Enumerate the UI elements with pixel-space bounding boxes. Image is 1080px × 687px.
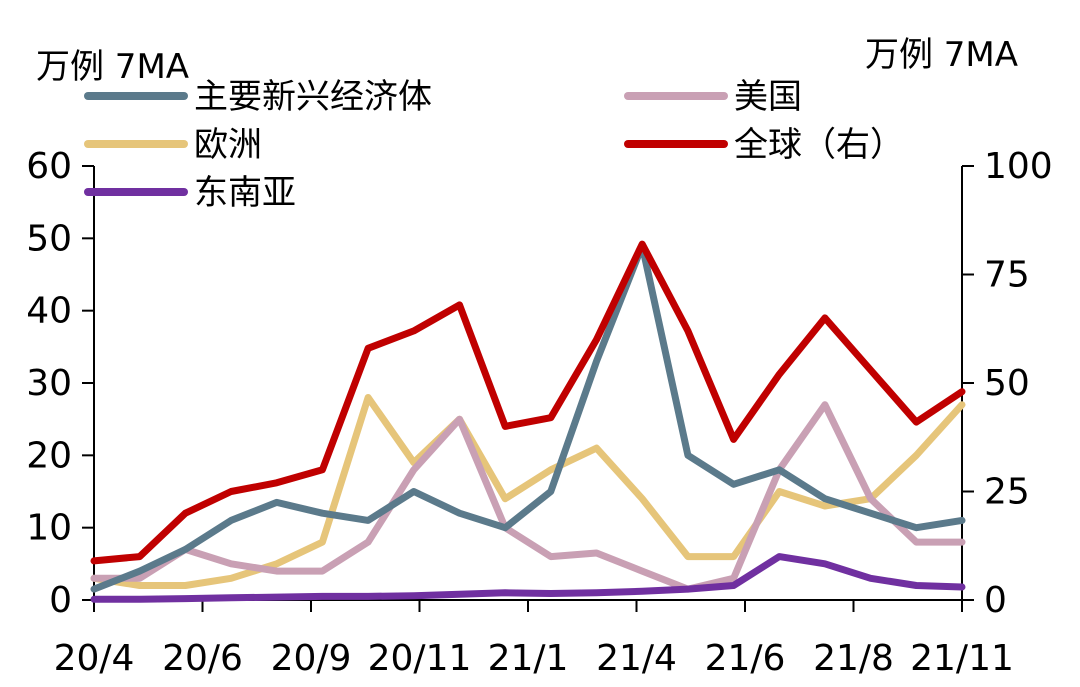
series-line-4 bbox=[90, 553, 966, 603]
right-tick-label: 100 bbox=[984, 146, 1053, 187]
x-tick-label: 21/6 bbox=[705, 638, 786, 679]
right-tick-label: 50 bbox=[984, 363, 1030, 404]
legend-entry-4: 东南亚 bbox=[84, 173, 296, 213]
series-layer bbox=[90, 240, 966, 603]
legend-label: 全球（右） bbox=[734, 125, 904, 165]
right-axis-unit: 万例 7MA bbox=[865, 35, 1018, 75]
series-line-3 bbox=[90, 240, 966, 565]
legend-label: 主要新兴经济体 bbox=[194, 77, 432, 117]
legend-label: 美国 bbox=[734, 77, 802, 117]
left-tick-label: 20 bbox=[26, 435, 72, 476]
right-tick-label: 25 bbox=[984, 472, 1030, 513]
x-tick-label: 21/11 bbox=[910, 638, 1014, 679]
left-axis-unit: 万例 7MA bbox=[36, 47, 189, 87]
x-tick-label: 20/6 bbox=[162, 638, 243, 679]
legend-entry-3: 全球（右） bbox=[624, 125, 904, 165]
right-tick-label: 75 bbox=[984, 255, 1030, 296]
legend-label: 东南亚 bbox=[194, 173, 296, 213]
series-line-1 bbox=[90, 401, 966, 593]
series-line-2 bbox=[90, 394, 966, 589]
left-tick-label: 50 bbox=[26, 218, 72, 259]
legend-entry-2: 欧洲 bbox=[84, 125, 262, 165]
x-tick-label: 21/1 bbox=[488, 638, 569, 679]
left-tick-label: 30 bbox=[26, 363, 72, 404]
legend-entry-1: 美国 bbox=[624, 77, 802, 117]
x-tick-label: 20/9 bbox=[271, 638, 352, 679]
left-tick-label: 0 bbox=[49, 580, 72, 621]
x-tick-label: 21/4 bbox=[596, 638, 677, 679]
series-line-0 bbox=[90, 242, 966, 593]
left-tick-label: 60 bbox=[26, 146, 72, 187]
ticks-layer: 0 10 20 30 40 50 60 0 25 50 75 100 20/4 20/6 20/9 20/11… bbox=[26, 146, 1053, 679]
right-tick-label: 0 bbox=[984, 580, 1007, 621]
left-tick-label: 10 bbox=[26, 508, 72, 549]
left-tick-label: 40 bbox=[26, 291, 72, 332]
legend-entry-0: 主要新兴经济体 bbox=[84, 77, 432, 117]
x-tick-label: 20/4 bbox=[54, 638, 135, 679]
legend-label: 欧洲 bbox=[194, 125, 262, 165]
x-tick-label: 20/11 bbox=[368, 638, 472, 679]
x-tick-label: 21/8 bbox=[813, 638, 894, 679]
